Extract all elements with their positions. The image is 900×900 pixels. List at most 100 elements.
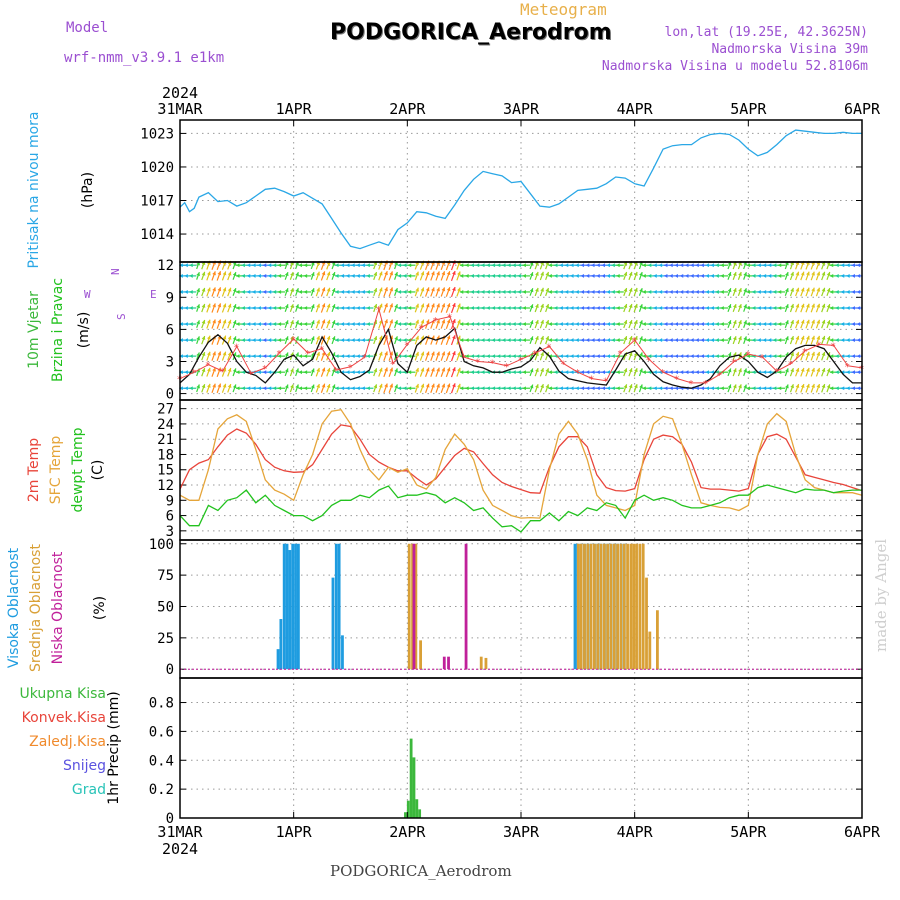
wind-arrow-head: [642, 290, 646, 294]
wind-arrow-head: [746, 322, 750, 326]
x-year-top: 2024: [162, 84, 198, 102]
wind-arrow-head: [415, 287, 419, 292]
wind-arrow-head: [517, 290, 521, 294]
wind-arrow-head: [829, 322, 834, 326]
wind-arrow-head: [653, 322, 657, 326]
gust-marker: *: [390, 360, 395, 371]
wind-arrow-head: [611, 386, 615, 391]
wind-arrow-head: [356, 386, 360, 391]
wind-arrow-head: [402, 322, 407, 326]
wind-arrow-head: [335, 386, 339, 391]
wind-arrow-head: [548, 263, 552, 268]
gust-marker: *: [447, 313, 452, 324]
wind-arrow-head: [459, 306, 464, 310]
wind-arrow-head: [222, 367, 227, 372]
wind-arrow-head: [470, 338, 474, 343]
wind-arrow-head: [241, 386, 245, 391]
wind-arrow-head: [684, 322, 689, 326]
gust-marker: *: [262, 364, 267, 375]
wind-arrow-head: [658, 322, 663, 326]
wind-arrow-head: [570, 306, 574, 310]
wind-arrow-head: [201, 368, 206, 373]
wind-arrow-head: [475, 290, 480, 294]
wind-arrow-head: [564, 338, 569, 343]
y-axis-label: (hPa): [80, 172, 96, 208]
wind-arrow-head: [751, 290, 756, 294]
wind-arrow-head: [351, 273, 355, 278]
gust-marker: *: [774, 367, 779, 378]
wind-arrow-head: [465, 322, 469, 326]
wind-arrow-head: [727, 304, 732, 309]
wind-arrow-head: [553, 386, 558, 391]
wind-arrow-head: [179, 263, 183, 268]
wind-arrow-head: [606, 338, 610, 343]
wind-arrow-head: [548, 322, 552, 326]
wind-arrow-head: [856, 370, 861, 375]
gust-marker: *: [845, 362, 850, 373]
wind-arrow-head: [575, 354, 579, 359]
wind-arrow-head: [757, 273, 761, 278]
wind-arrow-head: [491, 290, 496, 294]
wind-arrow-head: [512, 370, 516, 375]
wind-arrow-head: [806, 319, 810, 324]
wind-arrow-head: [559, 338, 563, 343]
wind-arrow-head: [553, 290, 558, 294]
gust-marker: *: [646, 355, 651, 366]
wind-arrow-head: [512, 386, 516, 391]
wind-arrow-head: [634, 304, 638, 308]
wind-arrow-head: [658, 354, 663, 359]
wind-arrow-head: [642, 386, 646, 391]
wind-arrow-head: [575, 338, 579, 343]
wind-arrow-head: [634, 384, 638, 389]
wind-arrow-head: [235, 322, 240, 326]
wind-arrow-head: [580, 322, 585, 326]
wind-arrow-head: [606, 386, 610, 391]
station-lonlat: lon,lat (19.25E, 42.3625N): [664, 25, 869, 40]
y-tick-label: 21: [157, 432, 174, 448]
wind-arrow-head: [647, 290, 652, 294]
wind-arrow-head: [738, 272, 742, 277]
wind-arrow-head: [596, 338, 600, 343]
wind-arrow-head: [653, 386, 657, 391]
wind-arrow-head: [267, 386, 272, 391]
wind-arrow-head: [575, 273, 579, 278]
wind-arrow-head: [179, 322, 183, 326]
wind-arrow-head: [397, 263, 402, 268]
wind-arrow-head: [246, 354, 251, 359]
y-axis-label: (%): [92, 596, 108, 620]
wind-arrow-head: [262, 338, 267, 343]
wind-arrow-head: [351, 354, 355, 359]
x-year-bottom: 2024: [162, 840, 198, 858]
wind-arrow-head: [262, 306, 267, 310]
y-axis-label: Pritisak na nivou mora: [26, 111, 42, 268]
wind-arrow-head: [746, 263, 750, 268]
wind-arrow-head: [611, 306, 615, 310]
wind-arrow-head: [727, 320, 732, 325]
y-axis-label: (m/s): [76, 312, 92, 349]
wind-arrow-head: [522, 290, 526, 294]
x-tick-label-top: 31MAR: [157, 100, 203, 118]
wind-arrow-head: [767, 322, 772, 326]
wind-arrow-head: [601, 290, 605, 294]
wind-arrow-head: [425, 303, 430, 308]
wind-arrow-head: [465, 273, 469, 278]
wind-arrow-head: [846, 273, 850, 278]
wind-arrow-head: [246, 273, 251, 278]
wind-arrow-head: [535, 287, 539, 292]
wind-arrow-head: [800, 287, 805, 292]
wind-arrow-head: [795, 351, 800, 356]
wind-arrow-head: [564, 386, 569, 391]
wind-arrow-head: [720, 354, 724, 359]
wind-arrow-head: [496, 290, 501, 294]
wind-arrow-head: [720, 322, 724, 326]
y-axis-label: SFC Temp: [48, 436, 64, 505]
wind-arrow-head: [811, 319, 815, 324]
wind-arrow-head: [436, 319, 440, 324]
wind-arrow-head: [591, 386, 595, 391]
gust-marker: *: [191, 368, 196, 379]
wind-arrow-head: [480, 322, 485, 326]
gust-marker: *: [220, 367, 225, 378]
wind-arrow-head: [303, 322, 308, 326]
wind-arrow-head: [705, 306, 709, 310]
wind-arrow-head: [459, 273, 464, 278]
